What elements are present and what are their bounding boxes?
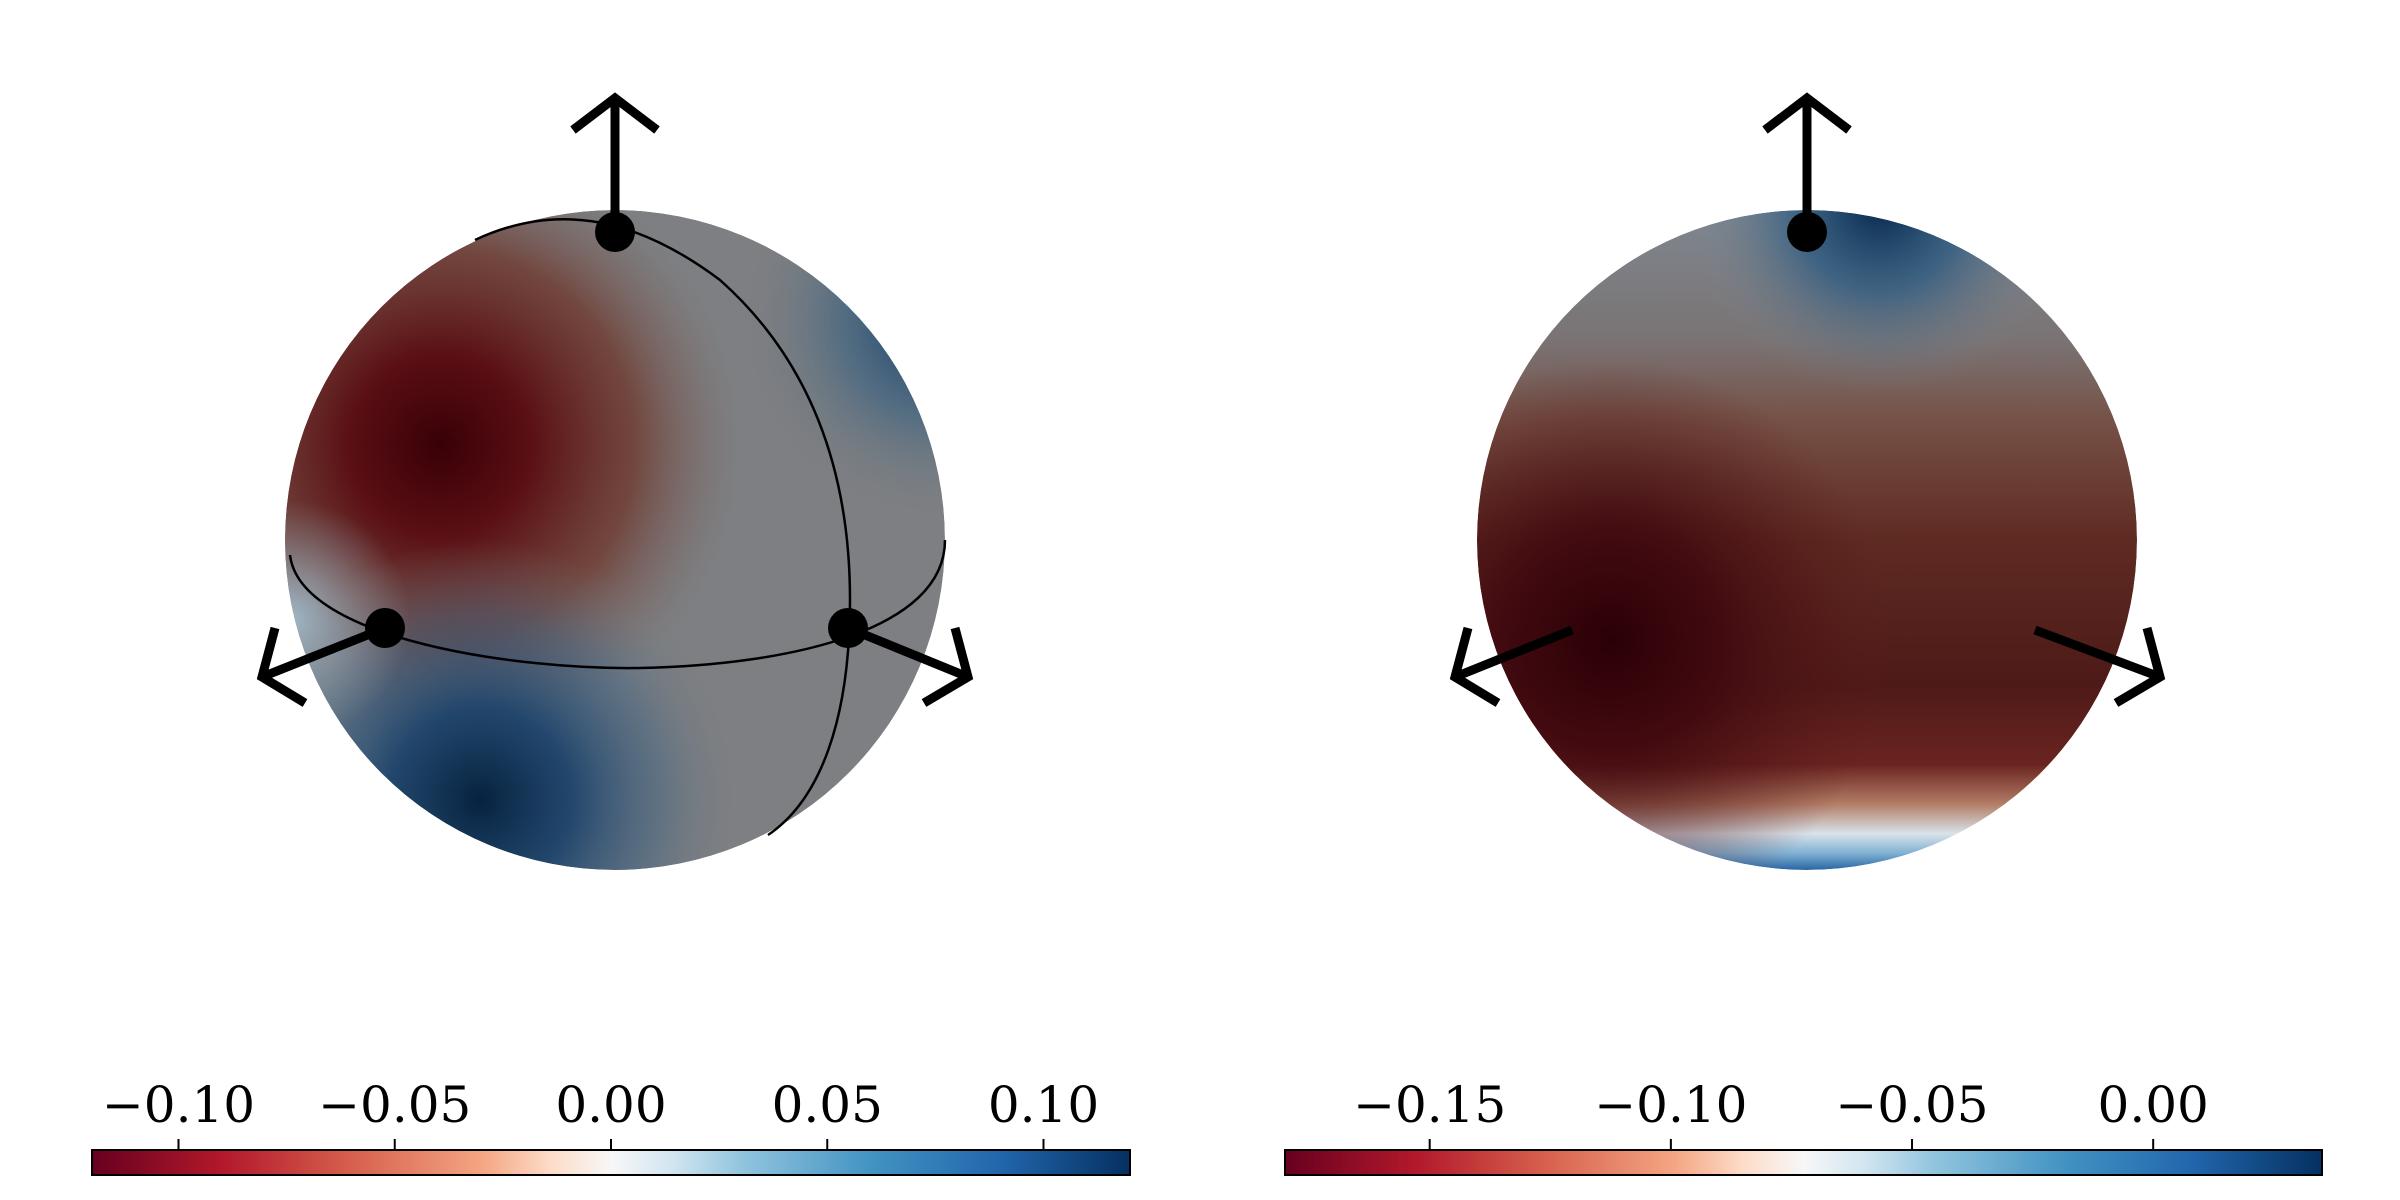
lower-right-arrow-icon <box>2033 625 2166 707</box>
colorbar-tick-label: −0.10 <box>1594 1076 1747 1134</box>
colorbar-gradient <box>1284 1149 2323 1176</box>
colorbar-tick-label: −0.05 <box>318 1076 471 1134</box>
marker-right <box>828 608 868 648</box>
colorbar-tick-label: −0.10 <box>102 1076 255 1134</box>
left-sphere <box>285 210 945 870</box>
left-markers <box>365 212 868 648</box>
right-panel: −0.15 −0.10 −0.05 0.00 <box>1284 92 2323 1176</box>
equator-line <box>288 539 947 670</box>
left-colorbar: −0.10 −0.05 0.00 0.05 0.10 <box>91 1076 1131 1176</box>
up-arrow-icon <box>1762 92 1852 232</box>
colorbar-tick-label: 0.10 <box>988 1076 1099 1134</box>
right-axis-arrows <box>1449 92 2166 707</box>
right-colorbar: −0.15 −0.10 −0.05 0.00 <box>1284 1076 2323 1176</box>
up-arrow-icon <box>570 92 660 232</box>
right-sphere <box>1477 210 2137 870</box>
lower-left-arrow-icon <box>1449 625 1574 707</box>
marker-top <box>1787 212 1827 252</box>
right-markers <box>1787 212 1827 252</box>
colorbar-tick-label: −0.05 <box>1835 1076 1988 1134</box>
lower-right-arrow-icon <box>846 623 974 707</box>
colorbar-tick-label: −0.15 <box>1353 1076 1506 1134</box>
colorbar-tick-label: 0.05 <box>772 1076 883 1134</box>
colorbar-tick-label: 0.00 <box>555 1076 666 1134</box>
marker-top <box>595 212 635 252</box>
left-axis-arrows <box>256 92 974 707</box>
lower-left-arrow-icon <box>256 623 387 707</box>
marker-left <box>365 608 405 648</box>
colorbar-gradient <box>91 1149 1131 1176</box>
left-panel: −0.10 −0.05 0.00 0.05 0.10 <box>91 92 1131 1176</box>
colorbar-tick-label: 0.00 <box>2098 1076 2209 1134</box>
